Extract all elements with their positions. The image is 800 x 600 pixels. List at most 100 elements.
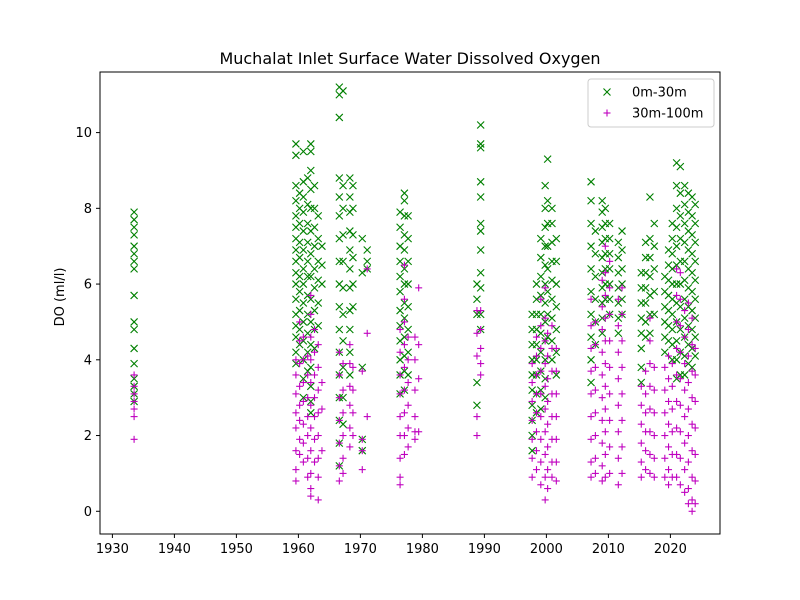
data-point: [676, 325, 685, 334]
data-point: [637, 363, 646, 372]
x-tick-label: 2010: [592, 542, 625, 557]
data-point: [299, 246, 308, 254]
data-point: [691, 371, 699, 379]
data-point: [310, 204, 319, 213]
data-point: [681, 439, 689, 447]
data-point: [400, 295, 408, 303]
data-point: [528, 401, 537, 410]
chart-title: Muchalat Inlet Surface Water Dissolved O…: [219, 49, 600, 68]
data-point: [606, 284, 614, 292]
data-point: [339, 310, 347, 319]
data-point: [335, 348, 343, 356]
data-point: [400, 386, 408, 394]
data-point: [642, 367, 650, 375]
axes: 1930 1940 1950 1960 1970 1980 1990 2000 2010 2020…: [75, 71, 721, 557]
data-point: [130, 215, 138, 224]
data-point: [601, 360, 609, 368]
data-point: [476, 246, 485, 254]
data-point: [400, 265, 409, 273]
data-point: [601, 405, 609, 413]
data-point: [363, 413, 371, 421]
data-point: [339, 454, 347, 462]
data-point: [548, 473, 556, 481]
data-point: [673, 318, 681, 326]
data-point: [691, 344, 699, 352]
data-point: [314, 321, 323, 330]
data-point: [299, 374, 308, 383]
data-point: [544, 397, 552, 405]
data-point: [307, 291, 315, 299]
data-point: [537, 413, 545, 421]
data-point: [400, 409, 408, 417]
data-point: [537, 390, 545, 398]
data-point: [476, 227, 485, 235]
data-point: [587, 333, 595, 341]
data-point: [681, 307, 689, 315]
data-point: [358, 268, 367, 277]
data-point: [292, 466, 300, 474]
data-point: [532, 280, 541, 288]
data-point: [415, 375, 423, 383]
data-point: [688, 314, 696, 322]
data-point: [668, 234, 677, 243]
x-tick-label: 1990: [468, 542, 501, 557]
data-point: [339, 230, 347, 239]
data-point: [601, 314, 609, 322]
data-point: [303, 257, 312, 266]
data-point: [400, 333, 409, 341]
x-tick-label: 1970: [344, 542, 377, 557]
data-point: [680, 314, 689, 323]
data-point: [303, 174, 312, 182]
data-point: [339, 432, 347, 440]
data-point: [691, 397, 699, 405]
data-point: [676, 295, 684, 303]
data-point: [349, 409, 357, 417]
data-point: [668, 405, 676, 413]
data-point: [684, 485, 692, 493]
data-point: [473, 432, 481, 440]
data-point: [541, 337, 549, 345]
data-point: [345, 174, 354, 182]
data-point: [587, 219, 595, 228]
data-point: [650, 242, 659, 251]
data-point: [642, 409, 650, 417]
data-point: [691, 276, 700, 285]
data-point: [601, 473, 609, 481]
data-point: [552, 435, 560, 443]
data-point: [404, 325, 413, 334]
data-point: [688, 341, 696, 349]
data-point: [404, 379, 412, 387]
data-point: [400, 341, 408, 349]
data-point: [299, 147, 308, 156]
data-point: [339, 336, 347, 345]
data-point: [346, 424, 354, 432]
data-point: [339, 386, 347, 394]
data-point: [314, 409, 322, 417]
plot-frame: [99, 71, 721, 535]
data-point: [473, 295, 481, 304]
data-point: [614, 454, 622, 462]
data-point: [130, 257, 138, 266]
data-point: [673, 473, 681, 481]
data-point: [688, 367, 696, 375]
data-point: [528, 446, 537, 455]
data-point: [541, 450, 549, 458]
series-deep: [130, 242, 699, 515]
data-point: [295, 287, 304, 296]
data-point: [688, 249, 696, 258]
y-tick-label: 4: [84, 353, 92, 368]
data-point: [396, 371, 404, 379]
data-point: [532, 371, 540, 379]
data-point: [307, 424, 315, 432]
data-point: [676, 454, 684, 462]
data-point: [295, 272, 304, 281]
data-point: [304, 371, 312, 379]
data-point: [303, 272, 312, 281]
data-point: [544, 352, 552, 360]
data-point: [672, 355, 681, 364]
data-point: [130, 318, 138, 326]
data-point: [299, 265, 308, 273]
data-point: [541, 242, 550, 251]
data-point: [598, 371, 606, 379]
data-point: [637, 382, 645, 390]
